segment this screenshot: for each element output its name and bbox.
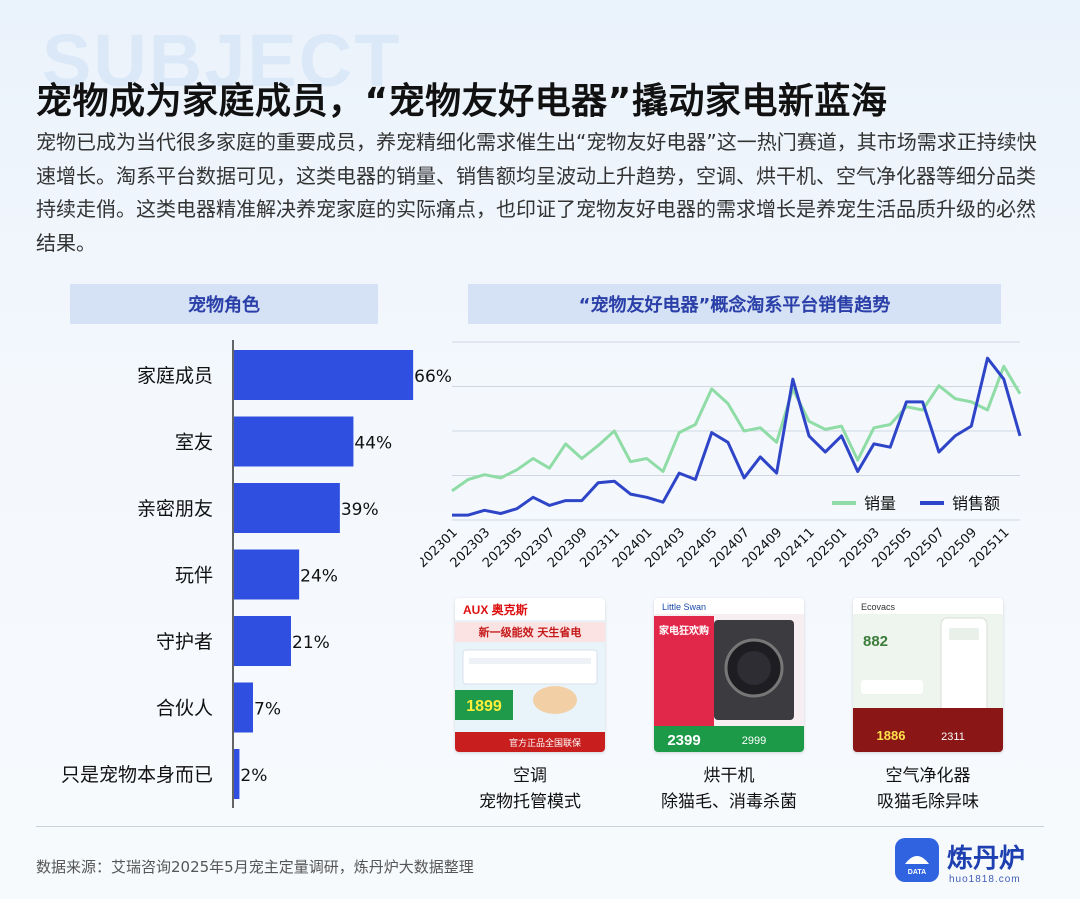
product-tag: 2999 — [742, 735, 766, 747]
bar-value-label: 44% — [354, 434, 392, 454]
product-headline: 家电狂欢购 — [659, 624, 709, 637]
brand-logo: DATA 炼丹炉 huo1818.com — [895, 838, 1025, 885]
product-caption-subtitle: 吸猫毛除异味 — [877, 792, 979, 812]
product-price: 1899 — [466, 698, 502, 715]
product-caption-air-conditioner: 空调 宠物托管模式 — [430, 763, 630, 815]
bar — [234, 416, 354, 467]
product-image-air-conditioner: AUX 奥克斯 新一级能效 天生省电 1899 官方正品全国联保 — [455, 598, 605, 752]
product-caption-subtitle: 除猫毛、消毒杀菌 — [661, 792, 797, 812]
line-chart-title: “宠物友好电器”概念淘系平台销售趋势 — [468, 284, 1001, 324]
page-description: 宠物已成为当代很多家庭的重要成员，养宠精细化需求催生出“宠物友好电器”这一热门赛… — [36, 130, 1037, 255]
logo-url: huo1818.com — [949, 874, 1021, 885]
bar-category-label: 家庭成员 — [137, 365, 213, 387]
bar-value-label: 2% — [240, 766, 267, 786]
product-image-air-purifier: Ecovacs 882 1886 2311 — [853, 598, 1003, 752]
page-title: 宠物成为家庭成员，“宠物友好电器”撬动家电新蓝海 — [36, 81, 888, 122]
product-tag: 2311 — [941, 731, 965, 743]
bar-category-label: 亲密朋友 — [137, 498, 213, 520]
footer-divider — [36, 826, 1044, 827]
pet-role-bar-chart: 家庭成员 66% 室友 44% 亲密朋友 39% 玩伴 24% 守护者 21% 合伙人 7% 只是宠物本… — [61, 340, 452, 808]
bar-value-label: 21% — [292, 633, 330, 653]
legend-label: 销量 — [864, 494, 896, 513]
bar-category-label: 玩伴 — [175, 565, 213, 587]
bar-category-label: 合伙人 — [156, 698, 213, 720]
data-source-text: 数据来源：艾瑞咨询2025年5月宠主定量调研，炼丹炉大数据整理 — [36, 858, 474, 876]
product-tag: 官方正品全国联保 — [509, 737, 581, 749]
bar — [234, 749, 240, 799]
watermark-text: SUBJECT — [42, 19, 402, 102]
product-headline: 新一级能效 天生省电 — [479, 625, 582, 639]
bar-category-label: 守护者 — [156, 631, 213, 653]
legend-label: 销售额 — [952, 494, 1000, 513]
product-caption-title: 烘干机 — [703, 766, 755, 786]
product-caption-title: 空气净化器 — [885, 766, 971, 786]
product-price: 1886 — [877, 728, 906, 743]
sales-trend-line-chart: 2023012023032023052023072023092023112024… — [420, 341, 1022, 571]
bar — [234, 616, 291, 666]
logo-name: 炼丹炉 — [947, 844, 1025, 874]
bar-value-label: 7% — [254, 700, 281, 720]
product-caption-air-purifier: 空气净化器 吸猫毛除异味 — [828, 763, 1028, 815]
product-headline: 882 — [863, 633, 888, 650]
bar — [234, 483, 340, 533]
bar — [234, 350, 414, 400]
product-caption-dryer: 烘干机 除猫毛、消毒杀菌 — [629, 763, 829, 815]
series-line — [451, 364, 1022, 493]
logo-badge-text: DATA — [908, 869, 926, 876]
product-image-dryer: Little Swan 家电狂欢购 2399 2999 — [654, 598, 804, 752]
product-brand: AUX 奥克斯 — [463, 602, 528, 617]
bar-value-label: 39% — [341, 500, 379, 520]
product-brand: Ecovacs — [861, 602, 896, 612]
bar-category-label: 室友 — [175, 432, 213, 454]
bar-value-label: 24% — [300, 567, 338, 587]
bar — [234, 682, 253, 733]
product-price: 2399 — [667, 732, 700, 749]
bar-chart-title: 宠物角色 — [70, 284, 378, 324]
series-line — [452, 356, 1022, 517]
bar-category-label: 只是宠物本身而已 — [61, 764, 213, 786]
product-caption-title: 空调 — [513, 766, 547, 786]
product-brand: Little Swan — [662, 602, 706, 612]
bar-value-label: 66% — [414, 367, 452, 387]
bar — [234, 549, 300, 600]
product-caption-subtitle: 宠物托管模式 — [479, 792, 581, 812]
